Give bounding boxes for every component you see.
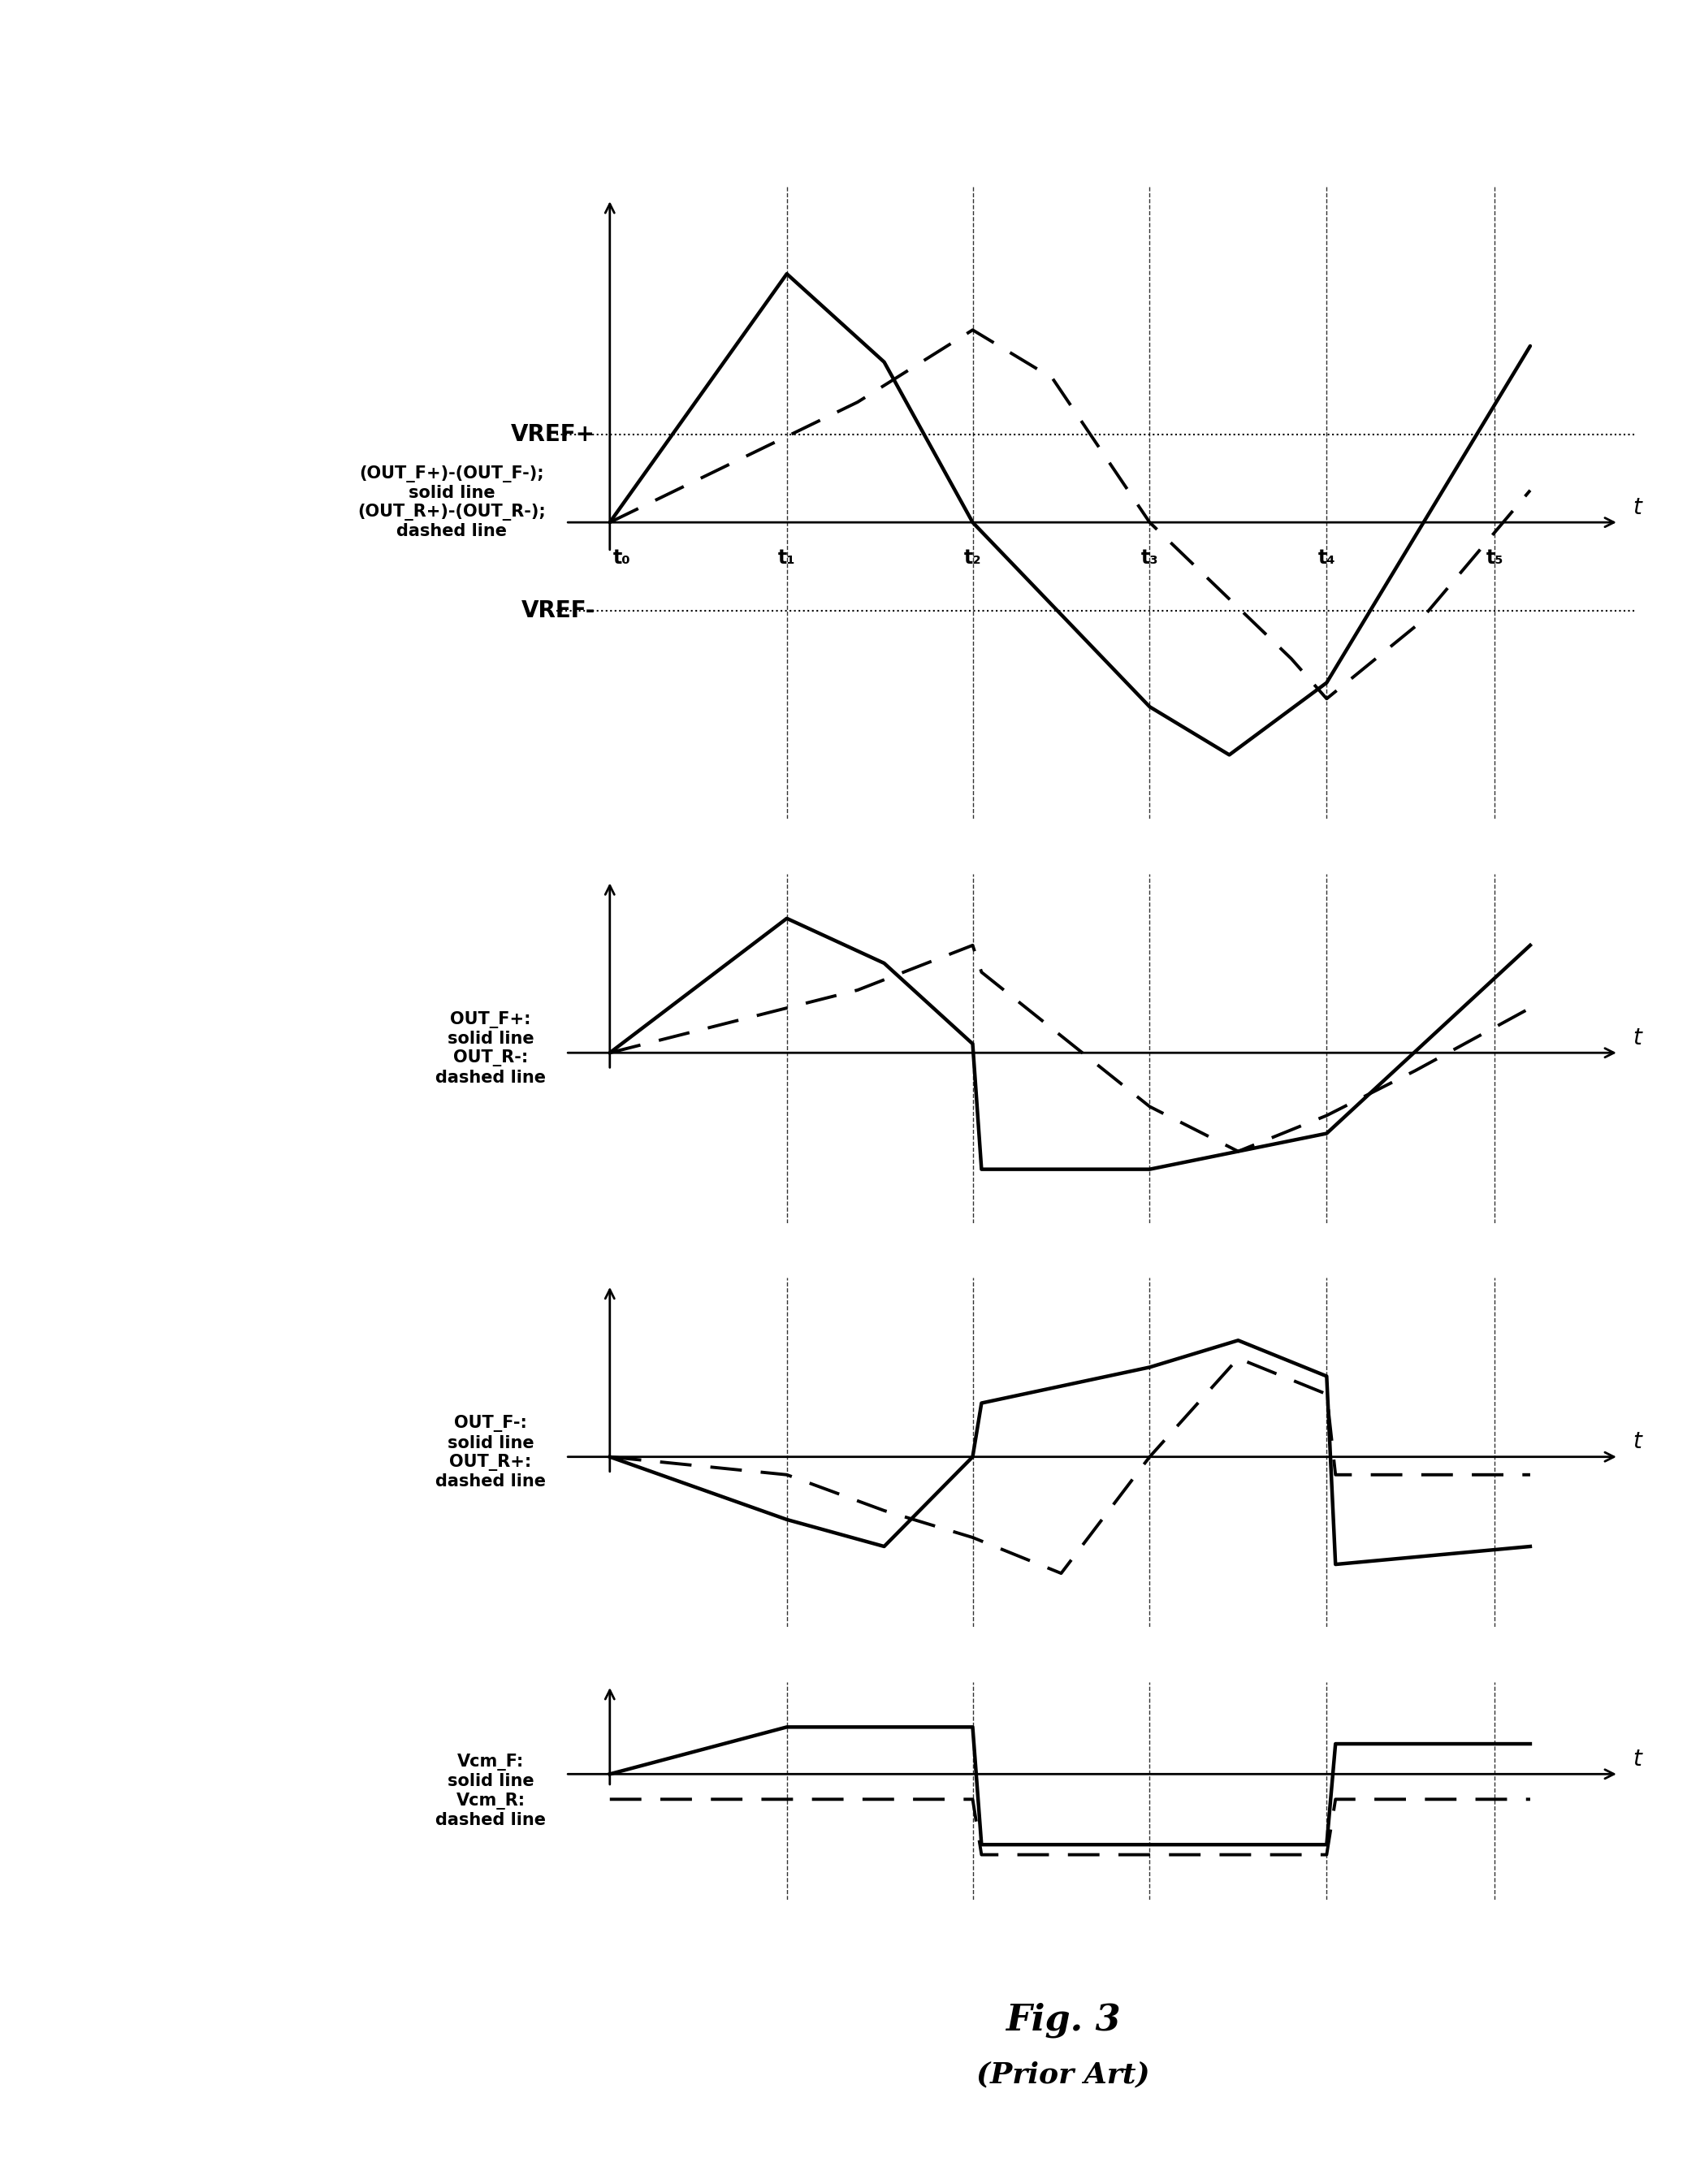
Text: t: t <box>1633 496 1641 520</box>
Text: Fig. 3: Fig. 3 <box>1005 2003 1120 2038</box>
Text: t: t <box>1633 1431 1641 1452</box>
Text: VREF+: VREF+ <box>511 424 596 446</box>
Text: t₂: t₂ <box>963 548 982 568</box>
Text: Vcm_F:
solid line
Vcm_R:
dashed line: Vcm_F: solid line Vcm_R: dashed line <box>435 1754 547 1828</box>
Text: VREF-: VREF- <box>521 598 596 622</box>
Text: OUT_F-:
solid line
OUT_R+:
dashed line: OUT_F-: solid line OUT_R+: dashed line <box>435 1415 547 1489</box>
Text: t₅: t₅ <box>1486 548 1503 568</box>
Text: OUT_F+:
solid line
OUT_R-:
dashed line: OUT_F+: solid line OUT_R-: dashed line <box>435 1011 547 1085</box>
Text: t₃: t₃ <box>1140 548 1159 568</box>
Text: t: t <box>1633 1026 1641 1048</box>
Text: t: t <box>1633 1747 1641 1771</box>
Text: t₁: t₁ <box>778 548 796 568</box>
Text: t₄: t₄ <box>1318 548 1336 568</box>
Text: t₀: t₀ <box>614 548 631 568</box>
Text: (OUT_F+)-(OUT_F-);
solid line
(OUT_R+)-(OUT_R-);
dashed line: (OUT_F+)-(OUT_F-); solid line (OUT_R+)-(… <box>358 465 547 539</box>
Text: (Prior Art): (Prior Art) <box>977 2062 1149 2088</box>
